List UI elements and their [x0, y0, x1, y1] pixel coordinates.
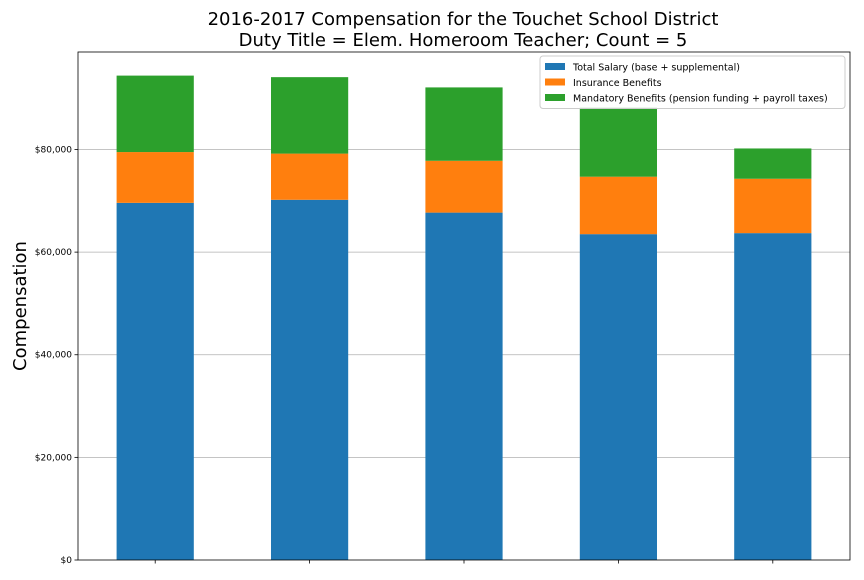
y-tick-label: $0 [61, 556, 73, 566]
legend-box [539, 55, 846, 109]
y-axis-label: Compensation [10, 241, 31, 371]
bar-segment-series-1-category-1 [116, 202, 194, 561]
bar-segment-series-3-category-4 [579, 107, 657, 177]
y-tick-label: $40,000 [35, 351, 72, 361]
bar-segment-series-2-category-3 [425, 160, 503, 213]
chart-title: 2016-2017 Compensation for the Touchet S… [208, 9, 719, 30]
y-tick-label: $80,000 [35, 145, 72, 155]
legend-swatch [545, 78, 565, 86]
bar-segment-series-2-category-5 [734, 178, 812, 234]
bar-segment-series-1-category-5 [734, 233, 812, 560]
bar-segment-series-2-category-4 [579, 176, 657, 235]
legend-swatch [545, 94, 565, 101]
axes: $0 $20,000 $40,000 $60,000 $80,000 [35, 51, 851, 566]
legend-label: Total Salary (base + supplemental) [572, 63, 740, 74]
bars [116, 75, 812, 561]
bar-segment-series-2-category-2 [271, 153, 349, 200]
bar-segment-series-3-category-3 [425, 87, 503, 161]
bar-segment-series-3-category-2 [271, 77, 349, 154]
legend-label: Insurance Benefits [573, 78, 662, 89]
bar-segment-series-1-category-3 [425, 212, 503, 560]
y-tick-label: $60,000 [35, 248, 72, 258]
legend-label: Mandatory Benefits (pension funding + pa… [573, 94, 828, 105]
y-tick-label: $20,000 [35, 453, 72, 463]
bar-segment-series-1-category-2 [271, 199, 349, 561]
bar-segment-series-1-category-4 [579, 234, 657, 560]
chart-subtitle: Duty Title = Elem. Homeroom Teacher; Cou… [239, 30, 688, 51]
bar-segment-series-3-category-5 [734, 148, 812, 179]
bar-segment-series-2-category-1 [116, 152, 194, 203]
legend: Total Salary (base + supplemental) Insura… [539, 55, 846, 109]
legend-swatch [545, 63, 565, 70]
bar-segment-series-3-category-1 [116, 75, 194, 153]
